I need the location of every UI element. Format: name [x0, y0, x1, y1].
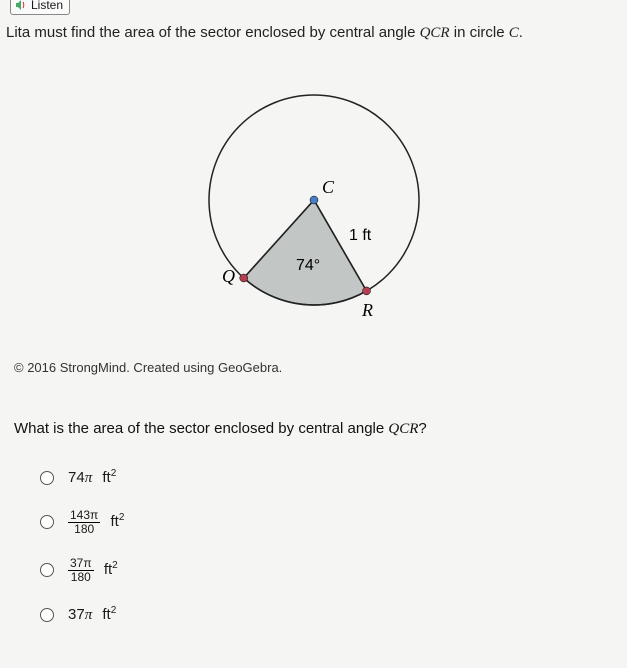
- option-a[interactable]: 74π ft2: [40, 468, 124, 487]
- option-c-text: 37π 180 ft2: [68, 557, 118, 583]
- intro-circle: C: [509, 25, 519, 41]
- option-c[interactable]: 37π 180 ft2: [40, 557, 124, 583]
- radio-icon: [40, 563, 54, 577]
- listen-button[interactable]: Listen: [10, 0, 70, 15]
- label-r: R: [361, 300, 373, 320]
- option-b-fraction: 143π 180: [68, 509, 100, 535]
- credit-text: © 2016 StrongMind. Created using GeoGebr…: [14, 360, 282, 375]
- option-b[interactable]: 143π 180 ft2: [40, 509, 124, 535]
- label-c: C: [322, 177, 335, 197]
- diagram-svg: C Q R 1 ft 74°: [144, 60, 484, 350]
- option-b-unit: ft2: [110, 513, 124, 530]
- option-d[interactable]: 37π ft2: [40, 605, 124, 624]
- option-c-fraction: 37π 180: [68, 557, 94, 583]
- question-text: What is the area of the sector enclosed …: [14, 420, 427, 438]
- option-a-unit: ft2: [102, 469, 116, 486]
- intro-prefix: Lita must find the area of the sector en…: [6, 24, 420, 41]
- speaker-icon: [15, 0, 27, 11]
- question-prefix: What is the area of the sector enclosed …: [14, 420, 388, 437]
- option-d-pi: π: [85, 607, 93, 623]
- angle-label: 74°: [296, 257, 320, 274]
- point-r: [362, 287, 370, 295]
- option-b-text: 143π 180 ft2: [68, 509, 124, 535]
- option-d-coef: 37: [68, 606, 85, 623]
- radio-icon: [40, 515, 54, 529]
- label-q: Q: [222, 266, 235, 286]
- answer-options: 74π ft2 143π 180 ft2 37π 180 ft2: [40, 468, 124, 624]
- option-a-coef: 74: [68, 469, 85, 486]
- intro-text: Lita must find the area of the sector en…: [0, 24, 627, 42]
- radius-label: 1 ft: [349, 227, 372, 244]
- question-suffix: ?: [418, 420, 426, 437]
- radio-icon: [40, 608, 54, 622]
- radio-icon: [40, 471, 54, 485]
- option-c-unit: ft2: [104, 561, 118, 578]
- sector-diagram: C Q R 1 ft 74°: [0, 60, 627, 350]
- intro-suffix: .: [519, 24, 523, 41]
- point-c: [310, 196, 318, 204]
- option-d-text: 37π ft2: [68, 605, 116, 624]
- intro-angle: QCR: [420, 25, 450, 41]
- listen-label: Listen: [31, 0, 63, 12]
- question-angle: QCR: [388, 421, 418, 437]
- sector-shape: [243, 200, 366, 305]
- point-q: [239, 274, 247, 282]
- option-a-pi: π: [85, 470, 93, 486]
- option-d-unit: ft2: [102, 606, 116, 623]
- option-a-text: 74π ft2: [68, 468, 116, 487]
- intro-mid: in circle: [450, 24, 509, 41]
